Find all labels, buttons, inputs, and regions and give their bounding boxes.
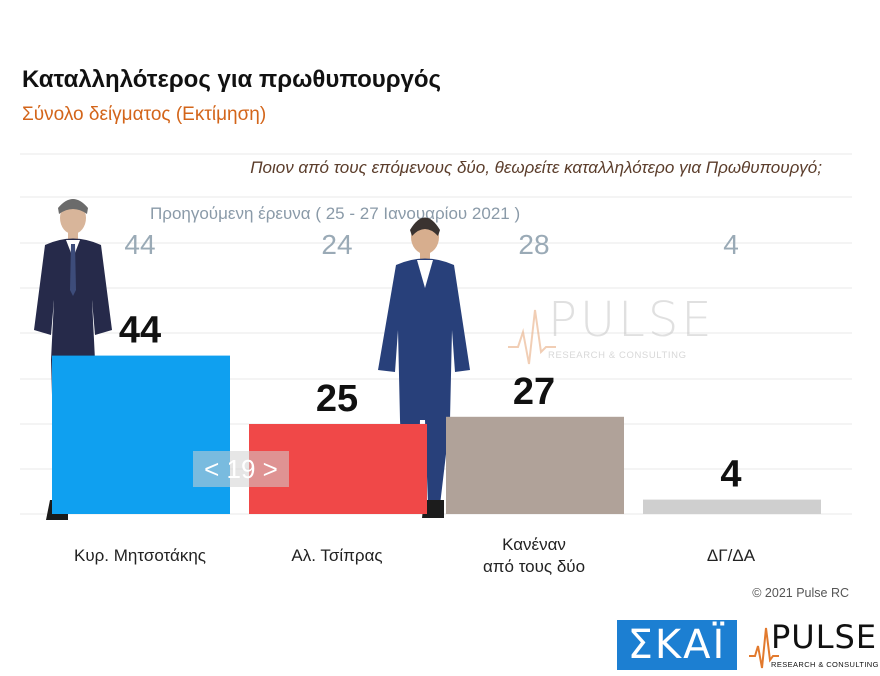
tsipras-photo <box>378 217 470 518</box>
category-label-2-line-0: Κανέναν <box>502 535 566 554</box>
bars <box>52 355 821 514</box>
previous-value-label-0: 44 <box>124 229 155 260</box>
watermark-subtext: RESEARCH & CONSULTING <box>548 350 687 361</box>
bar-0 <box>52 355 230 514</box>
bar-3 <box>643 499 821 514</box>
value-label-0: 44 <box>119 310 161 352</box>
previous-value-label-1: 24 <box>321 229 352 260</box>
bar-2 <box>446 416 624 514</box>
value-label-3: 4 <box>720 454 741 496</box>
chart-title: Καταλληλότερος για πρωθυπουργός <box>22 66 442 93</box>
value-label-2: 27 <box>513 371 555 413</box>
copyright: © 2021 Pulse RC <box>752 586 849 600</box>
previous-value-label-2: 28 <box>518 229 549 260</box>
pulse-logo-subtext: RESEARCH & CONSULTING <box>771 660 879 669</box>
chart-subtitle: Σύνολο δείγματος (Εκτίμηση) <box>22 104 267 125</box>
slide-navigator[interactable]: < 19 > <box>193 451 289 487</box>
previous-value-label-3: 4 <box>723 229 739 260</box>
pulse-watermark: PULSE RESEARCH & CONSULTING <box>508 292 723 368</box>
value-label-1: 25 <box>316 378 358 420</box>
pulse-logo-text: PULSE <box>771 618 878 656</box>
category-label-2-line-1: από τους δύο <box>483 557 585 576</box>
category-label-1: Αλ. Τσίπρας <box>291 546 382 565</box>
watermark-text: PULSE <box>548 292 715 348</box>
pulse-logo: PULSE RESEARCH & CONSULTING <box>749 618 880 674</box>
pulse-watermark-icon <box>508 309 556 365</box>
category-label-0: Κυρ. Μητσοτάκης <box>74 546 206 565</box>
politician-photos <box>34 199 470 520</box>
skai-logo: ΣΚΑΪ <box>617 620 737 670</box>
pulse-logo-icon <box>749 627 779 669</box>
category-label-3: ΔΓ/ΔΑ <box>707 546 756 565</box>
survey-question: Ποιον από τους επόμενους δύο, θεωρείτε κ… <box>250 158 822 177</box>
